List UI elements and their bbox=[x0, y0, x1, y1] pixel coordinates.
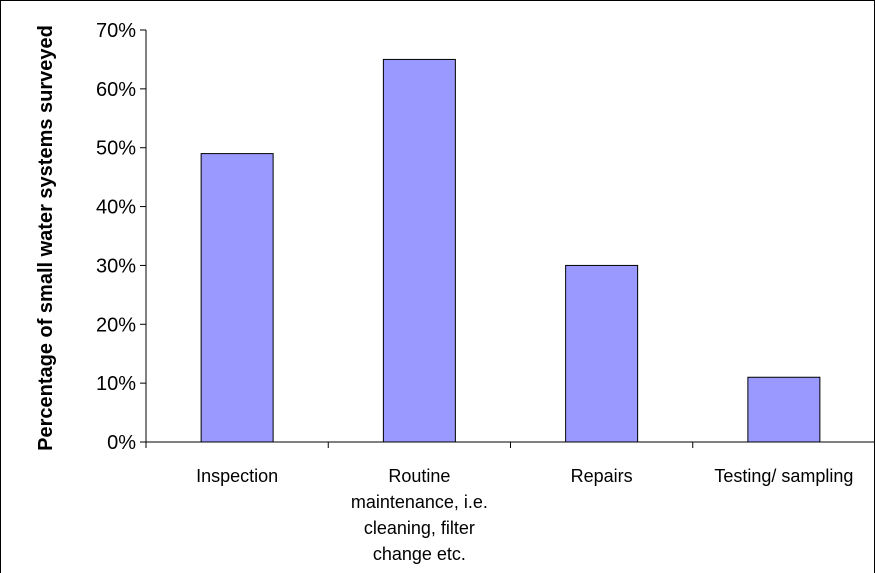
y-axis-label: Percentage of small water systems survey… bbox=[35, 25, 57, 451]
bar bbox=[200, 153, 274, 443]
bars bbox=[200, 58, 821, 443]
x-category-label-line: Routine bbox=[388, 466, 450, 486]
x-category-label: Testing/ sampling bbox=[714, 466, 853, 486]
x-category-label-line: Repairs bbox=[571, 466, 633, 486]
y-tick-label: 60% bbox=[96, 79, 136, 101]
x-category-label-line: Inspection bbox=[196, 466, 278, 486]
x-category-label: Routine maintenance, i.e. cleaning, filter… bbox=[351, 466, 488, 564]
y-tick-label: 70% bbox=[96, 20, 136, 42]
y-tick-label: 10% bbox=[96, 373, 136, 395]
y-tick-label: 40% bbox=[96, 197, 136, 219]
x-category-label-line: Testing/ sampling bbox=[714, 466, 853, 486]
bar bbox=[747, 376, 821, 443]
y-tick-label: 30% bbox=[96, 255, 136, 277]
y-axis-ticks: 0% 10% 20% 30% 40% 50% 60% 70% bbox=[96, 20, 146, 454]
y-tick-label: 20% bbox=[96, 314, 136, 336]
bar bbox=[565, 264, 639, 443]
bar bbox=[382, 58, 456, 443]
x-category-label-line: maintenance, i.e. bbox=[351, 492, 488, 512]
x-category-label-line: cleaning, filter bbox=[364, 518, 475, 538]
y-tick-label: 0% bbox=[107, 432, 136, 454]
x-axis-ticks: Inspection Routine maintenance, i.e. cleani… bbox=[145, 442, 875, 564]
y-tick-label: 50% bbox=[96, 138, 136, 160]
x-category-label: Repairs bbox=[571, 466, 633, 486]
x-category-label-line: change etc. bbox=[373, 544, 466, 564]
x-category-label: Inspection bbox=[196, 466, 278, 486]
